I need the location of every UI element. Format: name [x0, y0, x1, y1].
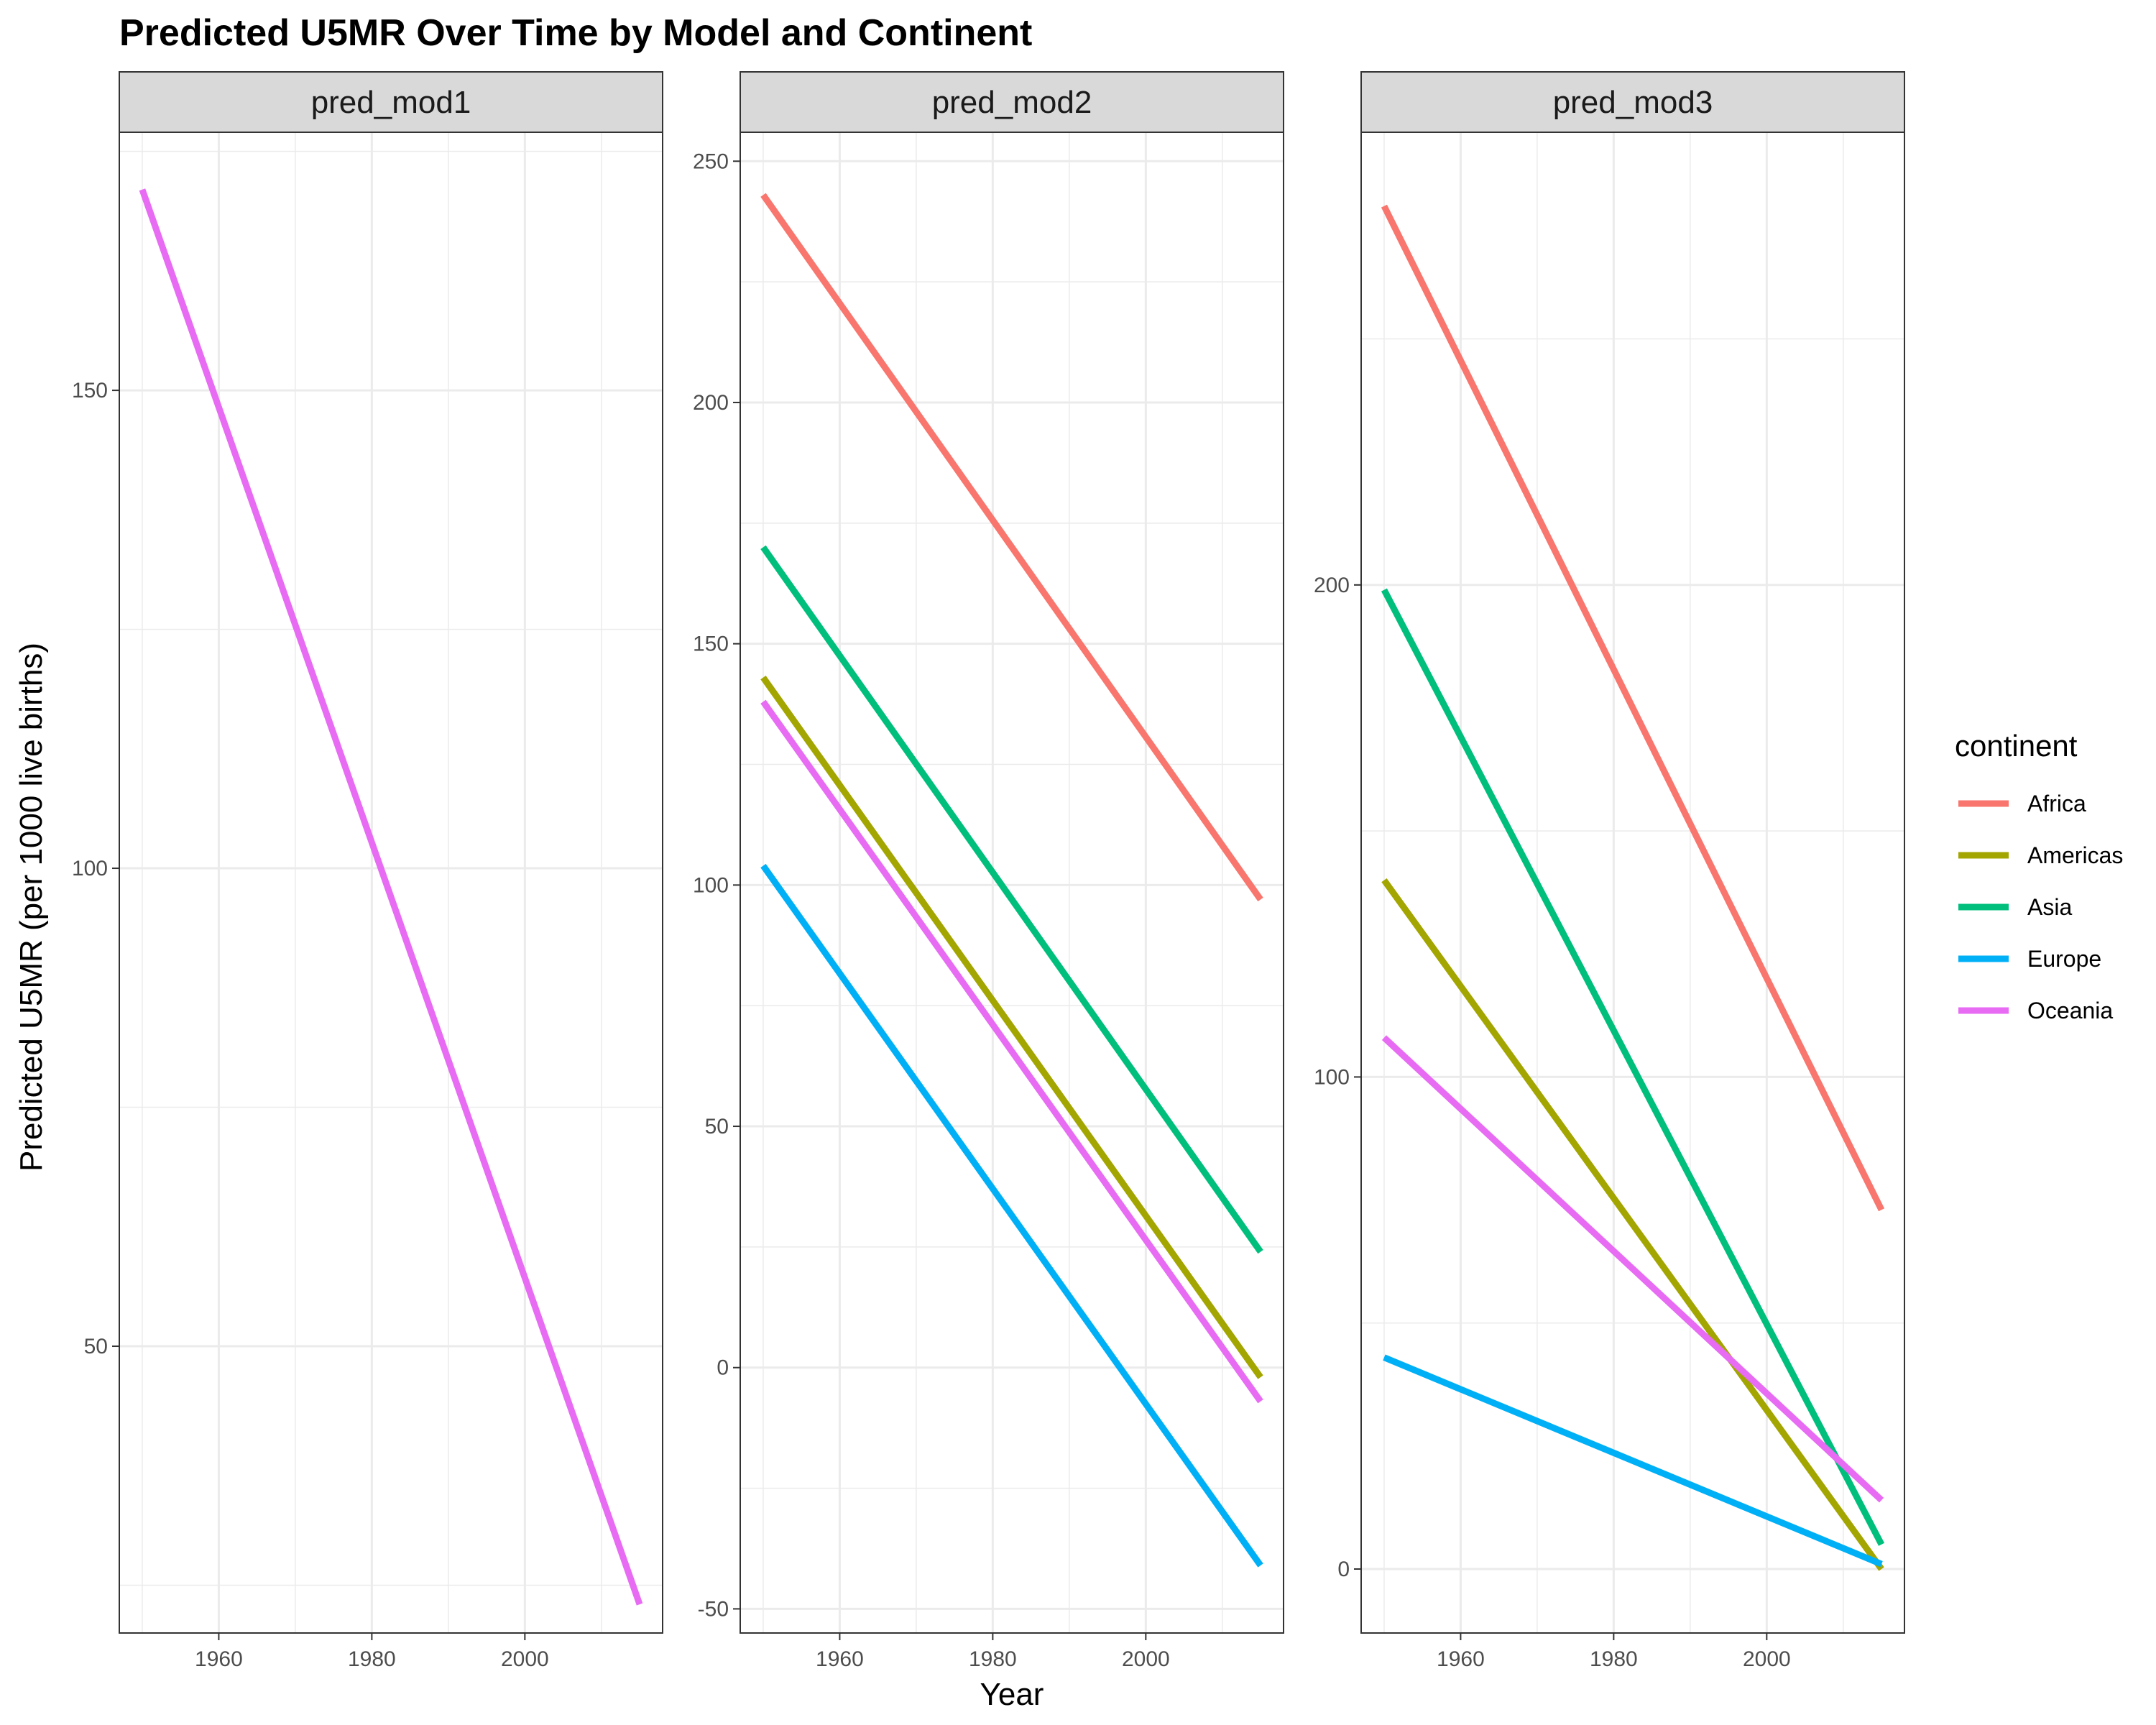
- series-line-americas: [760, 676, 1263, 1379]
- panel-background: [740, 132, 1284, 1633]
- x-tick-label: 1980: [348, 1647, 396, 1671]
- series-line-oceania: [760, 699, 1263, 1404]
- y-tick-label: 150: [693, 632, 729, 656]
- legend-label: Oceania: [2027, 998, 2113, 1024]
- legend-label: Americas: [2027, 842, 2123, 868]
- y-tick-label: 50: [84, 1335, 108, 1358]
- panel-pred_mod2: pred_mod2 -50 0 50 100 150 200 250 1960 1980 2000: [693, 71, 1284, 1671]
- legend-item-europe: Europe: [1958, 946, 2101, 972]
- x-tick-label: 1960: [195, 1647, 243, 1671]
- y-tick-label: 0: [1337, 1558, 1350, 1581]
- legend-item-africa: Africa: [1958, 791, 2086, 816]
- series-line-europe: [1383, 1354, 1883, 1568]
- y-tick-label: -50: [698, 1597, 729, 1621]
- y-tick-label: 100: [693, 873, 729, 897]
- panel-border: [119, 132, 663, 1634]
- y-tick-label: 200: [693, 391, 729, 415]
- x-tick-label: 1960: [1437, 1647, 1485, 1671]
- legend-label: Africa: [2027, 791, 2086, 816]
- y-tick-label: 250: [693, 150, 729, 173]
- legend-title: continent: [1955, 729, 2078, 763]
- facet-strip: [1360, 71, 1905, 133]
- x-tick-label: 1980: [1590, 1647, 1638, 1671]
- panel-border: [1360, 132, 1905, 1634]
- series-line-asia: [760, 545, 1263, 1254]
- series-line-oceania: [1381, 1035, 1884, 1503]
- y-tick-label: 0: [717, 1356, 729, 1380]
- panel-border: [740, 132, 1284, 1634]
- facet-strip-label: pred_mod1: [311, 85, 471, 120]
- legend-item-americas: Americas: [1958, 842, 2123, 868]
- legend-label: Europe: [2027, 946, 2101, 972]
- series-line-asia: [1381, 588, 1885, 1546]
- legend-item-asia: Asia: [1958, 894, 2072, 920]
- legend-item-oceania: Oceania: [1958, 998, 2113, 1024]
- y-tick-label: 100: [1314, 1065, 1350, 1089]
- panel-pred_mod3: pred_mod3 0 100 200 1960 1980 2000: [1314, 71, 1905, 1671]
- x-axis-title: Year: [980, 1677, 1044, 1712]
- y-axis-title: Predicted U5MR (per 1000 live births): [14, 643, 49, 1172]
- series-line-oceania: [139, 188, 643, 1606]
- series-line-africa: [1381, 204, 1885, 1212]
- legend: continent Africa Americas Asia Europe Oceani…: [1955, 729, 2123, 1024]
- panel-pred_mod1: pred_mod1 50 100 150 1960 1980 2000: [72, 71, 663, 1671]
- x-tick-label: 1960: [816, 1647, 864, 1671]
- legend-label: Asia: [2027, 894, 2072, 920]
- x-tick-label: 2000: [1122, 1647, 1170, 1671]
- panel-background: [1361, 132, 1904, 1633]
- y-tick-label: 50: [705, 1115, 729, 1138]
- series-line-europe: [760, 863, 1263, 1568]
- chart-title: Predicted U5MR Over Time by Model and Co…: [119, 12, 1032, 54]
- facet-strip: [740, 71, 1284, 133]
- series-line-africa: [760, 193, 1263, 902]
- facet-strip: [119, 71, 663, 133]
- x-tick-label: 2000: [501, 1647, 549, 1671]
- y-tick-label: 100: [72, 857, 108, 880]
- series-line-americas: [1381, 878, 1884, 1571]
- facet-strip-label: pred_mod3: [1553, 85, 1713, 120]
- x-tick-label: 1980: [969, 1647, 1017, 1671]
- y-tick-label: 200: [1314, 574, 1350, 597]
- y-tick-label: 150: [72, 379, 108, 402]
- x-tick-label: 2000: [1743, 1647, 1791, 1671]
- facet-strip-label: pred_mod2: [932, 85, 1092, 120]
